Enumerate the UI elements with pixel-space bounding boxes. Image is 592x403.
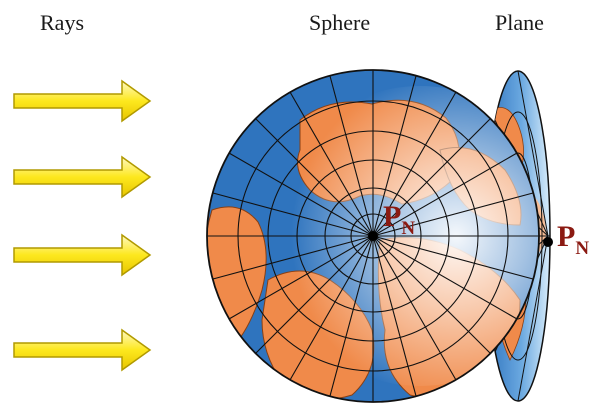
pole-label-plane: PN (557, 220, 589, 260)
plane-label: Plane (495, 10, 544, 35)
ray-arrow-1 (13, 79, 152, 123)
pole-label-sphere: PN (383, 200, 415, 240)
pole-letter: P (557, 220, 576, 253)
sphere-label: Sphere (309, 10, 371, 35)
pole-subscript: N (575, 238, 590, 259)
pole-point-plane (543, 237, 553, 247)
pole-letter: P (383, 200, 402, 233)
ray-arrow-2 (13, 155, 152, 199)
rays-group (13, 79, 152, 372)
sphere-outline (206, 69, 540, 403)
rays-label: Rays (40, 10, 84, 35)
pole-point-sphere (368, 231, 378, 241)
ray-arrow-4 (13, 328, 152, 372)
meridian-lines (207, 70, 539, 402)
pole-subscript: N (401, 218, 416, 239)
ray-arrow-3 (13, 233, 152, 277)
